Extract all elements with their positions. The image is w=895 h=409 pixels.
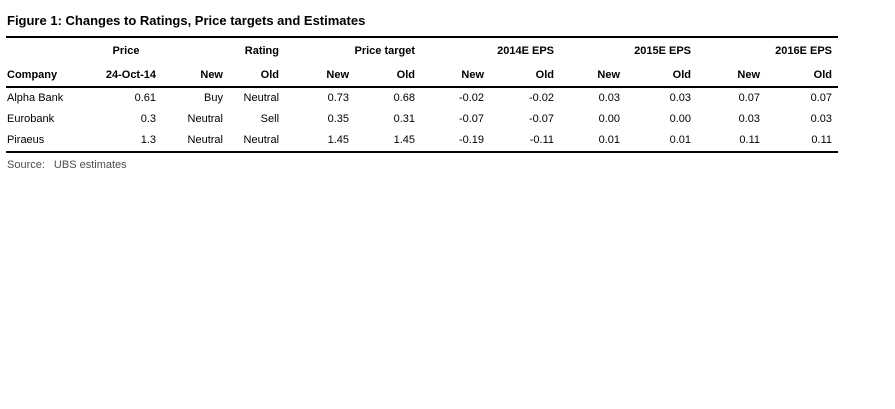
- column-header: New: [560, 61, 627, 88]
- table-row: Alpha Bank 0.61 Buy Neutral 0.73 0.68 -0.02 -0.…: [6, 87, 838, 109]
- company-cell: Eurobank: [7, 113, 55, 125]
- value-cell: Neutral: [187, 134, 223, 146]
- value-cell: 0.11: [811, 134, 833, 146]
- value-cell: -0.11: [529, 134, 555, 146]
- value-cell: 0.03: [598, 92, 621, 104]
- value-cell: 0.31: [393, 113, 416, 125]
- value-cell: 0.00: [669, 113, 692, 125]
- value-cell: Buy: [204, 92, 223, 104]
- group-header-price-target: Price target: [354, 45, 416, 57]
- value-cell: 1.45: [327, 134, 350, 146]
- ratings-table: Price Rating Price target 2014E EPS 2015E EP…: [6, 36, 839, 153]
- column-header: Old: [490, 61, 561, 88]
- source-text: UBS estimates: [53, 159, 127, 171]
- figure-container: Figure 1: Changes to Ratings, Price targ…: [0, 0, 895, 172]
- value-cell: Neutral: [187, 113, 223, 125]
- company-cell: Alpha Bank: [7, 92, 64, 104]
- group-header-2016e-eps: 2016E EPS: [775, 45, 833, 57]
- column-header: New: [162, 61, 229, 88]
- group-header-price: Price: [112, 45, 140, 57]
- group-header-2015e-eps: 2015E EPS: [634, 45, 692, 57]
- value-cell: 0.07: [810, 92, 833, 104]
- group-header-rating: Rating: [244, 45, 280, 57]
- table-row: Eurobank 0.3 Neutral Sell 0.35 0.31 -0.07 -0.07…: [6, 109, 838, 130]
- value-cell: -0.07: [528, 113, 555, 125]
- value-cell: 0.01: [669, 134, 692, 146]
- column-header: New: [697, 61, 767, 88]
- source-label: Source:: [7, 159, 45, 171]
- group-header-2014e-eps: 2014E EPS: [497, 45, 555, 57]
- value-cell: 0.03: [669, 92, 692, 104]
- group-header-company-spacer: [6, 37, 96, 61]
- value-cell: 0.61: [134, 92, 156, 104]
- value-cell: 0.35: [327, 113, 350, 125]
- column-header-company: Company: [6, 61, 96, 88]
- value-cell: 0.03: [738, 113, 761, 125]
- table-row: Piraeus 1.3 Neutral Neutral 1.45 1.45 -0.19 -0.…: [6, 130, 838, 152]
- value-cell: 1.45: [393, 134, 416, 146]
- table-header: Price Rating Price target 2014E EPS 2015E EP…: [6, 37, 839, 88]
- value-cell: 0.01: [598, 134, 621, 146]
- column-header: Old: [766, 61, 839, 88]
- value-cell: 1.3: [140, 134, 156, 146]
- value-cell: 0.03: [810, 113, 833, 125]
- value-cell: Sell: [260, 113, 280, 125]
- table-body: Alpha Bank 0.61 Buy Neutral 0.73 0.68 -0.02 -0.…: [6, 87, 838, 152]
- company-cell: Piraeus: [7, 134, 45, 146]
- value-cell: -0.07: [458, 113, 485, 125]
- value-cell: 0.73: [327, 92, 350, 104]
- value-cell: 0.3: [140, 113, 156, 125]
- figure-title: Figure 1: Changes to Ratings, Price targ…: [7, 13, 366, 28]
- value-cell: -0.19: [458, 134, 485, 146]
- value-cell: 0.07: [738, 92, 761, 104]
- value-cell: -0.02: [528, 92, 555, 104]
- value-cell: 0.00: [598, 113, 621, 125]
- column-header: New: [285, 61, 356, 88]
- source-note: Source: UBS estimates: [7, 158, 895, 172]
- column-header: Old: [229, 61, 286, 88]
- value-cell: Neutral: [243, 92, 280, 104]
- group-header-row: Price Rating Price target 2014E EPS 2015E EP…: [6, 37, 838, 61]
- column-header-row: Company 24-Oct-14 New Old New Old New Old New Old…: [6, 61, 839, 88]
- value-cell: -0.02: [458, 92, 485, 104]
- value-cell: Neutral: [243, 134, 280, 146]
- column-header: 24-Oct-14: [96, 61, 162, 88]
- value-cell: 0.11: [739, 134, 761, 146]
- column-header: New: [421, 61, 491, 88]
- column-header: Old: [355, 61, 422, 88]
- column-header: Old: [626, 61, 698, 88]
- value-cell: 0.68: [393, 92, 416, 104]
